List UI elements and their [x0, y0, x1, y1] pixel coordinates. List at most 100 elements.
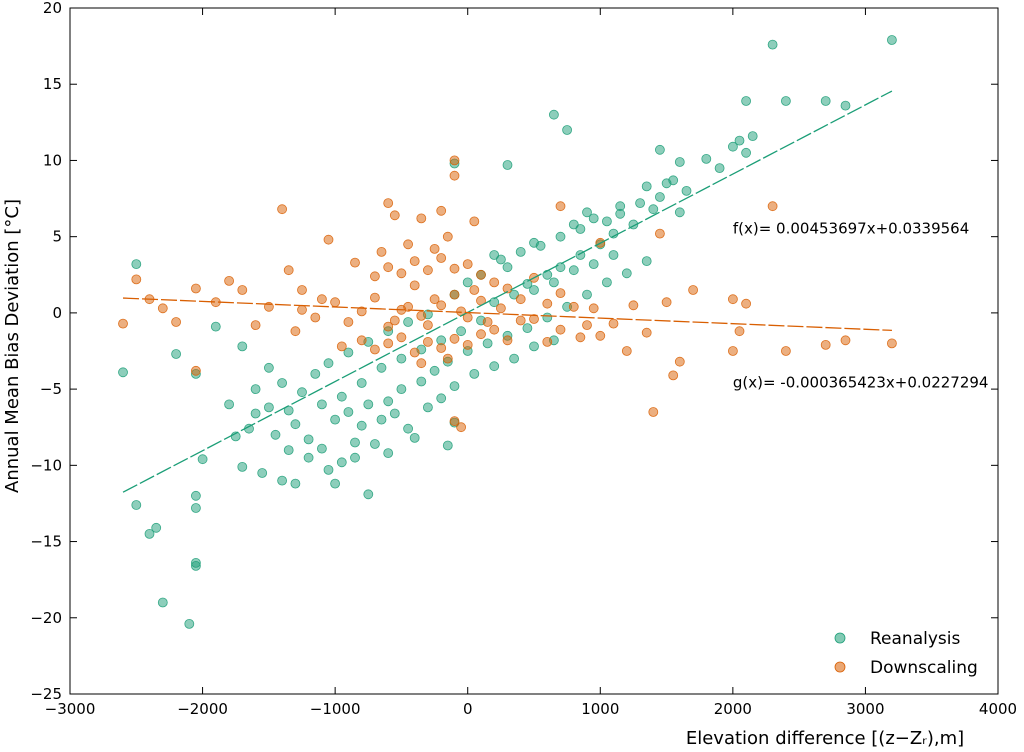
point-reanalysis-129 [668, 175, 679, 186]
point-reanalysis-145 [469, 368, 480, 379]
point-reanalysis-19 [681, 185, 692, 196]
point-reanalysis-94 [396, 384, 407, 395]
point-reanalysis-110 [568, 265, 579, 276]
point-reanalysis-10 [728, 141, 738, 152]
point-downscaling-51 [542, 336, 553, 347]
x-tick-label: 1000 [581, 700, 619, 718]
point-downscaling-71 [383, 262, 394, 273]
point-downscaling-110 [403, 301, 414, 312]
point-reanalysis-88 [403, 317, 414, 327]
y-tick-label: −5 [40, 380, 62, 398]
point-reanalysis-8 [747, 131, 758, 142]
point-downscaling-102 [442, 231, 453, 242]
ticks-layer [69, 7, 999, 695]
point-downscaling-103 [376, 246, 387, 257]
point-downscaling-29 [555, 201, 566, 212]
point-downscaling-22 [416, 213, 427, 224]
point-downscaling-65 [356, 306, 367, 317]
y-tick-label: −15 [30, 533, 62, 551]
point-reanalysis-148 [529, 341, 539, 352]
point-reanalysis-36 [224, 399, 235, 410]
point-downscaling-66 [343, 317, 354, 327]
point-downscaling-82 [383, 338, 394, 349]
point-downscaling-17 [323, 234, 334, 245]
point-downscaling-61 [409, 280, 420, 291]
point-downscaling-15 [297, 285, 307, 295]
point-downscaling-106 [469, 285, 480, 295]
point-reanalysis-40 [257, 468, 268, 478]
point-reanalysis-5 [840, 100, 851, 111]
point-downscaling-53 [515, 315, 526, 326]
point-reanalysis-85 [343, 347, 354, 358]
point-reanalysis-28 [131, 259, 142, 270]
point-reanalysis-73 [509, 289, 519, 300]
point-reanalysis-60 [197, 454, 208, 465]
point-downscaling-96 [588, 303, 599, 314]
point-reanalysis-15 [714, 163, 725, 174]
point-reanalysis-61 [290, 419, 301, 430]
point-reanalysis-142 [422, 402, 433, 413]
point-reanalysis-115 [303, 452, 314, 463]
point-downscaling-43 [648, 407, 659, 417]
point-reanalysis-121 [515, 246, 526, 257]
point-downscaling-19 [350, 257, 360, 268]
x-tick-label: −3000 [45, 700, 96, 718]
point-downscaling-55 [489, 324, 500, 335]
annotation-g: g(x)= -0.000365423x+0.0227294 [733, 374, 989, 392]
point-downscaling-13 [283, 265, 294, 276]
point-reanalysis-118 [350, 452, 360, 463]
point-downscaling-87 [449, 333, 460, 344]
x-axis-label: Elevation difference [(z−Zᵣ),m] [686, 728, 964, 749]
point-downscaling-14 [290, 326, 301, 337]
point-reanalysis-111 [588, 259, 599, 270]
point-reanalysis-54 [157, 597, 168, 608]
point-downscaling-60 [422, 320, 433, 331]
point-reanalysis-116 [316, 443, 327, 454]
point-downscaling-68 [310, 312, 321, 323]
point-reanalysis-127 [635, 198, 645, 209]
point-downscaling-44 [668, 370, 679, 381]
legend: Reanalysis Downscaling [834, 629, 978, 678]
point-downscaling-104 [416, 358, 427, 369]
point-downscaling-12 [277, 204, 288, 215]
point-reanalysis-1 [767, 39, 778, 50]
point-downscaling-88 [462, 339, 473, 350]
point-downscaling-74 [422, 265, 433, 276]
point-reanalysis-35 [277, 378, 288, 388]
x-tick-label: 3000 [846, 700, 884, 718]
point-reanalysis-117 [336, 457, 347, 468]
point-downscaling-16 [316, 294, 327, 305]
point-downscaling-45 [674, 356, 685, 367]
point-downscaling-3 [157, 303, 168, 314]
x-tick-label: 2000 [714, 700, 752, 718]
point-reanalysis-52 [144, 529, 155, 539]
point-reanalysis-95 [416, 376, 427, 387]
point-reanalysis-20 [641, 181, 652, 192]
point-downscaling-36 [734, 326, 745, 337]
point-downscaling-92 [529, 314, 539, 324]
y-tick-label: 20 [43, 0, 62, 17]
point-reanalysis-30 [171, 349, 182, 359]
point-reanalysis-124 [575, 224, 586, 234]
point-downscaling-24 [449, 155, 460, 166]
trend-line-downscaling [123, 297, 892, 332]
point-reanalysis-41 [277, 475, 288, 486]
point-reanalysis-70 [456, 326, 467, 337]
legend-label-downscaling: Downscaling [870, 658, 978, 678]
point-reanalysis-104 [582, 289, 592, 300]
point-downscaling-67 [330, 297, 341, 308]
point-reanalysis-24 [602, 216, 612, 227]
point-reanalysis-23 [674, 207, 685, 218]
point-reanalysis-56 [190, 561, 201, 571]
point-downscaling-35 [741, 298, 751, 309]
point-reanalysis-16 [502, 160, 513, 170]
x-tick-label: −2000 [177, 700, 228, 718]
point-downscaling-79 [489, 277, 500, 288]
point-downscaling-46 [621, 346, 632, 356]
point-downscaling-10 [250, 320, 261, 331]
point-downscaling-111 [416, 310, 427, 321]
point-downscaling-98 [628, 300, 639, 311]
point-downscaling-6 [190, 283, 201, 294]
point-downscaling-105 [442, 353, 453, 364]
